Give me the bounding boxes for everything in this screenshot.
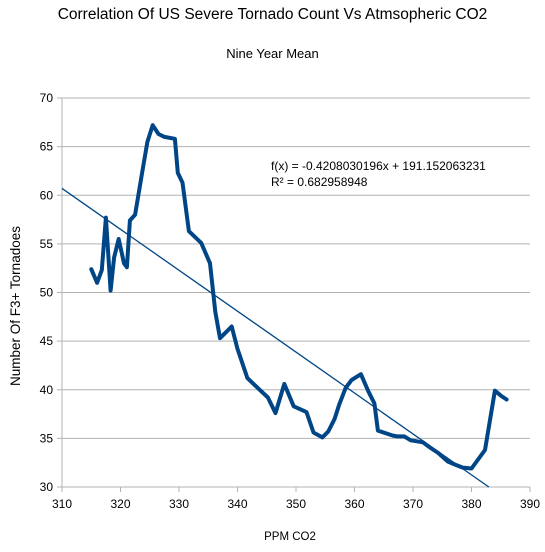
grid-lines <box>62 97 530 439</box>
y-tick-labels: 30 35 40 45 50 55 60 65 70 <box>40 91 54 494</box>
chart-subtitle: Nine Year Mean <box>226 46 319 61</box>
data-marks <box>61 123 509 488</box>
y-tick-label: 50 <box>40 286 54 300</box>
y-tick-label: 30 <box>40 480 54 494</box>
x-tick-label: 320 <box>110 497 130 511</box>
y-tick-label: 55 <box>40 237 54 251</box>
x-tick-label: 370 <box>403 497 423 511</box>
x-tick-label: 340 <box>227 497 247 511</box>
x-axis-label: PPM CO2 <box>264 531 316 543</box>
trendline <box>61 187 490 488</box>
y-tick-label: 65 <box>40 140 54 154</box>
trendline-equation: f(x) = -0.4208030196x + 191.152063231 <box>271 159 486 173</box>
y-tick-label: 45 <box>40 334 54 348</box>
chart-title: Correlation Of US Severe Tornado Count V… <box>57 6 488 23</box>
x-tick-label: 310 <box>52 497 72 511</box>
x-tick-labels: 310 320 330 340 350 360 370 380 390 <box>52 497 540 511</box>
y-tick-label: 60 <box>40 188 54 202</box>
axes <box>57 97 531 492</box>
x-tick-label: 350 <box>286 497 306 511</box>
y-tick-label: 35 <box>40 431 54 445</box>
y-axis-label: Number Of F3+ Tornadoes <box>8 226 23 386</box>
y-tick-label: 40 <box>40 383 54 397</box>
trendline-r-squared: R² = 0.682958948 <box>271 175 368 189</box>
x-tick-label: 390 <box>520 497 540 511</box>
x-tick-label: 360 <box>344 497 364 511</box>
x-tick-label: 330 <box>169 497 189 511</box>
series-line <box>89 123 509 471</box>
x-tick-label: 380 <box>461 497 481 511</box>
y-tick-label: 70 <box>40 91 54 105</box>
